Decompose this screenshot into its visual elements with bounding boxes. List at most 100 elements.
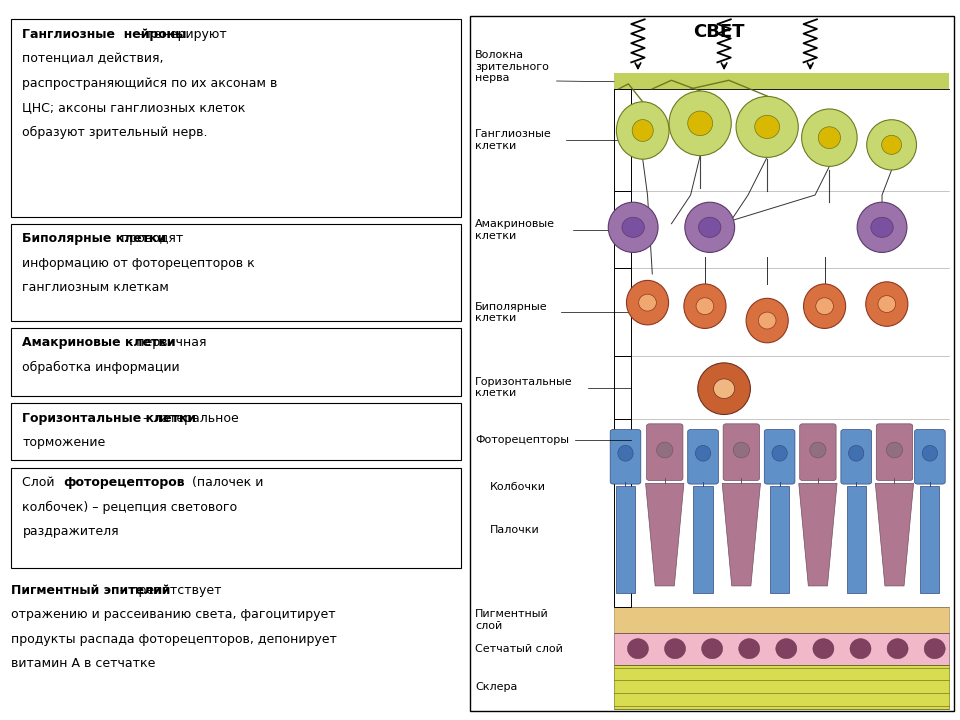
FancyBboxPatch shape xyxy=(11,403,461,460)
Text: Фоторецепторы: Фоторецепторы xyxy=(475,436,569,446)
Text: Амакриновые
клетки: Амакриновые клетки xyxy=(475,219,555,240)
FancyBboxPatch shape xyxy=(11,224,461,320)
Ellipse shape xyxy=(758,312,776,329)
Bar xyxy=(770,485,789,593)
Ellipse shape xyxy=(755,115,780,138)
Text: Колбочки: Колбочки xyxy=(490,482,545,492)
FancyBboxPatch shape xyxy=(841,430,872,484)
Ellipse shape xyxy=(609,202,658,253)
Ellipse shape xyxy=(616,102,669,159)
Text: Горизонтальные
клетки: Горизонтальные клетки xyxy=(475,377,573,398)
Ellipse shape xyxy=(638,294,657,311)
Text: (палочек и: (палочек и xyxy=(188,476,263,489)
FancyBboxPatch shape xyxy=(723,424,759,480)
Ellipse shape xyxy=(733,442,750,458)
Ellipse shape xyxy=(618,446,634,461)
Ellipse shape xyxy=(657,442,673,458)
Text: информацию от фоторецепторов к: информацию от фоторецепторов к xyxy=(22,257,255,270)
Polygon shape xyxy=(645,483,684,586)
FancyBboxPatch shape xyxy=(687,430,718,484)
Polygon shape xyxy=(722,483,760,586)
Ellipse shape xyxy=(738,639,759,659)
Text: Палочки: Палочки xyxy=(490,525,540,535)
Ellipse shape xyxy=(867,120,917,170)
FancyBboxPatch shape xyxy=(800,424,836,480)
Text: фоторецепторов: фоторецепторов xyxy=(63,476,185,489)
Ellipse shape xyxy=(687,111,712,135)
Ellipse shape xyxy=(857,202,907,253)
FancyBboxPatch shape xyxy=(764,430,795,484)
Text: обработка информации: обработка информации xyxy=(22,361,180,374)
Text: Пигментный эпителий: Пигментный эпителий xyxy=(11,584,170,597)
Ellipse shape xyxy=(818,127,841,148)
Text: Склера: Склера xyxy=(475,682,517,692)
Text: Сетчатый слой: Сетчатый слой xyxy=(475,644,564,654)
Ellipse shape xyxy=(702,639,723,659)
Text: СВЕТ: СВЕТ xyxy=(693,23,745,41)
Text: ганглиозным клеткам: ганглиозным клеткам xyxy=(22,281,169,294)
Ellipse shape xyxy=(746,298,788,343)
Text: ЦНС; аксоны ганглиозных клеток: ЦНС; аксоны ганглиозных клеток xyxy=(22,101,246,114)
Text: Ганглиозные  нейроны: Ганглиозные нейроны xyxy=(22,28,187,41)
FancyBboxPatch shape xyxy=(470,16,954,711)
Text: Амакриновые клетки: Амакриновые клетки xyxy=(22,336,176,349)
Ellipse shape xyxy=(886,442,902,458)
FancyBboxPatch shape xyxy=(614,268,632,356)
Bar xyxy=(693,485,712,593)
Text: Биполярные
клетки: Биполярные клетки xyxy=(475,302,548,323)
Ellipse shape xyxy=(772,446,787,461)
Ellipse shape xyxy=(816,298,833,315)
FancyBboxPatch shape xyxy=(876,424,913,480)
Ellipse shape xyxy=(622,217,644,238)
Text: продукты распада фоторецепторов, депонирует: продукты распада фоторецепторов, депонир… xyxy=(11,633,337,646)
Bar xyxy=(614,665,949,709)
Text: колбочек) – рецепция светового: колбочек) – рецепция светового xyxy=(22,500,237,513)
FancyBboxPatch shape xyxy=(614,192,632,268)
Ellipse shape xyxy=(628,639,648,659)
Bar xyxy=(614,73,949,89)
FancyBboxPatch shape xyxy=(11,19,461,217)
Polygon shape xyxy=(876,483,914,586)
Ellipse shape xyxy=(866,282,908,326)
Text: Пигментный
слой: Пигментный слой xyxy=(475,609,549,631)
Ellipse shape xyxy=(813,639,834,659)
Ellipse shape xyxy=(699,217,721,238)
Ellipse shape xyxy=(684,284,726,328)
Ellipse shape xyxy=(850,639,871,659)
Ellipse shape xyxy=(776,639,797,659)
Text: проводят: проводят xyxy=(117,233,183,246)
Ellipse shape xyxy=(924,639,946,659)
Bar xyxy=(614,633,949,665)
Text: Слой: Слой xyxy=(22,476,59,489)
Ellipse shape xyxy=(736,96,799,158)
Ellipse shape xyxy=(923,446,938,461)
Text: витамин А в сетчатке: витамин А в сетчатке xyxy=(11,657,156,670)
Text: отражению и рассеиванию света, фагоцитирует: отражению и рассеиванию света, фагоцитир… xyxy=(11,608,336,621)
FancyBboxPatch shape xyxy=(614,419,632,608)
FancyBboxPatch shape xyxy=(646,424,683,480)
Bar xyxy=(921,485,940,593)
Ellipse shape xyxy=(698,363,751,415)
Ellipse shape xyxy=(696,298,714,315)
Ellipse shape xyxy=(810,442,826,458)
Bar xyxy=(616,485,636,593)
Bar xyxy=(847,485,866,593)
FancyBboxPatch shape xyxy=(611,430,641,484)
FancyBboxPatch shape xyxy=(11,328,461,396)
Ellipse shape xyxy=(713,379,734,398)
Ellipse shape xyxy=(881,135,901,154)
Text: торможение: торможение xyxy=(22,436,106,449)
FancyBboxPatch shape xyxy=(614,356,632,419)
Ellipse shape xyxy=(871,217,893,238)
Text: распространяющийся по их аксонам в: распространяющийся по их аксонам в xyxy=(22,77,277,90)
Text: Ганглиозные
клетки: Ганглиозные клетки xyxy=(475,130,552,151)
Text: потенциал действия,: потенциал действия, xyxy=(22,53,164,66)
Text: – препятствует: – препятствует xyxy=(116,584,222,597)
Ellipse shape xyxy=(669,91,732,156)
Text: образуют зрительный нерв.: образуют зрительный нерв. xyxy=(22,125,208,138)
Text: Волокна
зрительного
нерва: Волокна зрительного нерва xyxy=(475,50,549,84)
Ellipse shape xyxy=(627,280,668,325)
Ellipse shape xyxy=(878,296,896,312)
Ellipse shape xyxy=(849,446,864,461)
FancyBboxPatch shape xyxy=(614,89,632,192)
